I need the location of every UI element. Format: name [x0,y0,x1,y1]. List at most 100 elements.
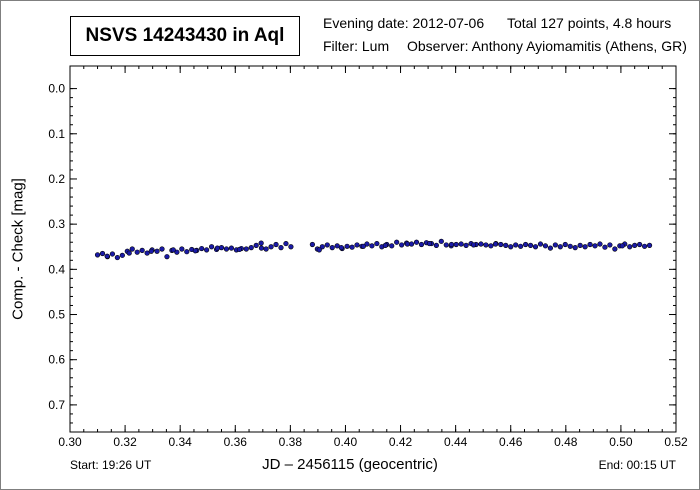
data-point [288,244,294,250]
data-point [360,243,366,249]
data-point [179,246,185,252]
chart-title: NSVS 14243430 in Aql [70,16,300,56]
data-point [369,243,375,249]
data-point [316,247,322,253]
data-point [159,246,165,252]
data-point [492,241,499,247]
data-point [319,244,325,250]
data-point [488,243,494,249]
data-point [374,240,380,247]
observer-text: Observer: Anthony Ayiomamitis (Athens, G… [407,38,687,54]
data-point [109,251,116,257]
data-point [126,250,132,256]
data-point [192,248,198,254]
y-tick-label: 0.7 [48,398,65,412]
data-point [338,245,344,251]
total-points-text: Total 127 points, 4.8 hours [507,15,672,31]
data-point [418,241,425,248]
y-tick-label: 0.6 [48,353,65,367]
data-point [478,241,484,247]
y-tick-label: 0.5 [48,308,65,322]
data-point [99,250,106,257]
data-point [114,254,120,261]
data-point [349,244,355,250]
data-point [592,243,598,249]
x-tick-label: 0.46 [499,435,523,449]
data-point [453,241,459,248]
data-point [567,243,573,249]
data-point [273,241,279,248]
data-point [263,246,269,252]
data-point [483,242,489,248]
data-point [646,242,653,248]
data-point [134,249,140,255]
data-point [354,242,360,248]
evening-date-text: Evening date: 2012-07-06 [323,15,485,31]
x-tick-label: 0.30 [58,435,82,449]
data-point [513,242,519,248]
x-tick-label: 0.36 [224,435,248,449]
data-point [170,247,176,253]
data-point [268,244,274,250]
x-tick-label: 0.38 [279,435,303,449]
start-time-text: Start: 19:26 UT [70,458,152,472]
data-point [258,240,264,246]
data-point [557,244,563,250]
y-tick-label: 0.4 [48,262,65,276]
x-tick-label: 0.32 [113,435,137,449]
data-point [527,242,534,248]
data-point [413,239,420,245]
data-point [204,247,210,253]
y-tick-label: 0.3 [48,217,65,231]
data-point [597,241,603,247]
x-tick-label: 0.42 [389,435,413,449]
x-tick-label: 0.44 [444,435,468,449]
data-point [612,246,618,252]
data-point [523,241,529,248]
data-point [184,249,190,255]
data-point [399,242,405,248]
data-point [139,247,145,253]
data-point [258,245,265,251]
data-point [129,246,135,252]
data-point [577,242,583,248]
data-point [94,252,101,258]
data-point [309,241,316,248]
data-point [199,245,205,252]
data-point [632,242,638,248]
data-point [248,245,254,251]
data-point [627,244,633,250]
axis-ticks: 0.30 0.32 0.34 0.36 0.38 0.40 0.42 0.44 0.46 0.48… [48,66,688,449]
data-point [104,253,110,259]
data-point [389,243,395,249]
data-point [562,241,568,248]
data-point [602,244,608,250]
x-axis-label: JD – 2456115 (geocentric) [262,456,438,473]
data-point [426,240,433,247]
y-tick-label: 0.2 [48,172,65,186]
data-point [587,241,593,248]
data-point [382,242,388,248]
data-point [552,242,558,248]
data-point [448,241,455,248]
data-point [433,242,439,248]
data-point [214,245,220,251]
data-point [470,242,477,248]
data-points [94,238,653,261]
data-point [607,242,613,248]
data-point [324,242,330,248]
x-tick-label: 0.40 [334,435,358,449]
data-point [547,245,553,251]
data-point [148,248,154,254]
data-point [223,246,230,252]
data-point [119,252,125,258]
data-point [154,248,160,254]
data-point [243,246,249,252]
y-tick-label: 0.1 [48,127,65,141]
x-tick-label: 0.48 [554,435,578,449]
data-point [164,254,170,260]
x-tick-label: 0.52 [664,435,688,449]
data-point [283,240,289,247]
data-point [443,242,449,248]
